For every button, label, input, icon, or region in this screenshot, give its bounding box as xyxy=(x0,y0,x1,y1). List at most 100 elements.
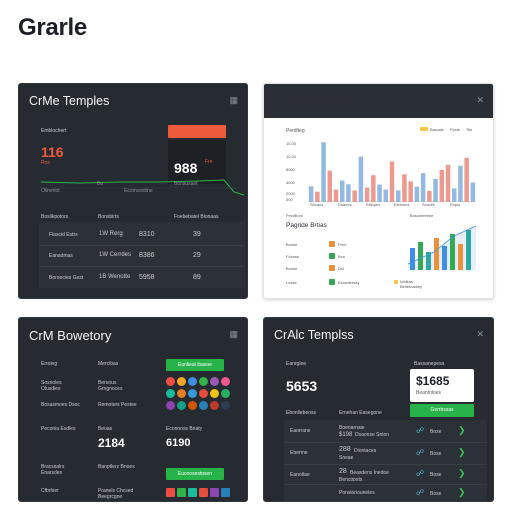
app-icon[interactable] xyxy=(188,488,197,497)
table-row-name[interactable]: Eanadmas xyxy=(49,253,73,259)
link-icon[interactable]: ☍ xyxy=(416,448,425,457)
app-icon[interactable] xyxy=(199,377,208,386)
list-item[interactable]: Bonse xyxy=(286,242,298,247)
bar xyxy=(418,242,423,270)
chevron-right-icon[interactable]: ❯ xyxy=(458,487,466,497)
app-icon[interactable] xyxy=(188,401,197,410)
table-row-name[interactable]: Flascid Estrs xyxy=(49,232,78,238)
app-icon[interactable] xyxy=(166,389,175,398)
highlight-bar[interactable] xyxy=(168,125,226,138)
primary-button[interactable]: Gerrbssas xyxy=(410,404,474,417)
app-icon[interactable] xyxy=(177,488,186,497)
y-tick: 10.00 xyxy=(286,154,297,159)
table-row-d: Bose xyxy=(430,451,442,457)
chart-label: Perdlteg xyxy=(286,128,305,134)
legend-swatch xyxy=(394,280,398,284)
table-row-b: 8310 xyxy=(139,231,155,238)
link-icon[interactable]: ☍ xyxy=(416,488,425,497)
action-button-bottom[interactable]: Eucnosestosen xyxy=(166,468,224,480)
expand-icon[interactable]: ▦ xyxy=(229,329,238,339)
col-a-item: Peconia Esdles xyxy=(41,426,76,432)
panel-value: $1685 xyxy=(416,374,450,388)
bar-12 xyxy=(377,184,382,202)
col-b-item: Bersous Grngnoces xyxy=(98,380,123,392)
template-card-4[interactable]: CrAlc Templss ✕ Eanrglee 5653 Bassanepes… xyxy=(263,317,494,502)
table-row-name[interactable]: Boroecies Gest xyxy=(49,275,84,281)
item-swatch xyxy=(329,279,335,285)
item-swatch xyxy=(329,253,335,259)
axis-label-1: Olinerlot xyxy=(41,188,60,194)
page-title: Grarle xyxy=(18,14,87,41)
app-icon[interactable] xyxy=(210,389,219,398)
app-icon[interactable] xyxy=(221,488,230,497)
bar-13 xyxy=(383,189,389,202)
x-label: Dsanes xyxy=(338,202,352,207)
close-icon[interactable]: ✕ xyxy=(476,329,484,339)
item-swatch xyxy=(329,265,335,271)
bar-6 xyxy=(339,180,345,202)
app-icon[interactable] xyxy=(210,488,219,497)
app-icon[interactable] xyxy=(188,389,197,398)
chevron-right-icon[interactable]: ❯ xyxy=(458,468,466,478)
kpi-label: Emblochert xyxy=(41,128,67,134)
app-icon[interactable] xyxy=(199,389,208,398)
panel-sub: Beantnloes xyxy=(416,390,442,396)
app-icon[interactable] xyxy=(166,488,175,497)
bar-8 xyxy=(352,190,357,202)
app-icon[interactable] xyxy=(166,401,175,410)
chevron-right-icon[interactable]: ❯ xyxy=(458,447,466,457)
template-card-3[interactable]: CrM Bowetory ▦ Erroing Mercibas Sosnoles… xyxy=(18,317,248,502)
list-item[interactable]: Losse xyxy=(286,280,297,285)
card-header xyxy=(264,84,493,118)
bar-7 xyxy=(346,184,351,202)
table-row-d: Bose xyxy=(430,429,442,435)
app-icon[interactable] xyxy=(221,389,230,398)
bar-4 xyxy=(327,170,333,202)
bar-23 xyxy=(445,164,451,202)
list-item[interactable]: Bonse xyxy=(286,266,298,271)
table-row-name[interactable]: Eaorrane xyxy=(290,428,311,434)
app-icon[interactable] xyxy=(177,389,186,398)
app-icon[interactable] xyxy=(166,377,175,386)
table-row-name[interactable]: Eanotlae xyxy=(290,472,310,478)
app-icon-grid xyxy=(166,377,232,415)
app-icon[interactable] xyxy=(199,401,208,410)
section-label: Perdlltonl xyxy=(286,213,303,218)
link-icon[interactable]: ☍ xyxy=(416,426,425,435)
template-card-2[interactable]: CrMe Templss ✕ Perdlteg Barcate Ppsle Ti… xyxy=(263,83,494,299)
link-icon[interactable]: ☍ xyxy=(416,469,425,478)
list-item[interactable]: Pucsse xyxy=(286,254,300,259)
chevron-right-icon[interactable]: ❯ xyxy=(458,425,466,435)
table-row-b: 8386 xyxy=(139,252,155,259)
trend-line xyxy=(407,225,477,265)
app-icon[interactable] xyxy=(221,377,230,386)
table-row-c: 29 xyxy=(193,252,201,259)
app-icon[interactable] xyxy=(210,401,219,410)
app-icon[interactable] xyxy=(177,401,186,410)
bar-24 xyxy=(451,188,457,202)
value-panel xyxy=(168,140,226,184)
bar xyxy=(466,230,471,270)
expand-icon[interactable]: ▦ xyxy=(229,95,238,105)
bar-14 xyxy=(389,161,395,202)
close-icon[interactable]: ✕ xyxy=(476,95,484,105)
table-row-a: 1W Cerrdes xyxy=(99,252,132,258)
x-label: Sourtie xyxy=(422,202,435,207)
app-icon[interactable] xyxy=(221,401,230,410)
app-icon[interactable] xyxy=(199,488,208,497)
app-icon[interactable] xyxy=(188,377,197,386)
bar-17 xyxy=(408,181,413,202)
action-button-top[interactable]: Eunlieal ibasoe xyxy=(166,359,224,371)
bar-11 xyxy=(371,175,376,202)
table-row-name[interactable]: Eterrine xyxy=(290,450,308,456)
bar-2 xyxy=(315,191,320,202)
template-card-1[interactable]: CrMe Temples ▦ Emblochert 116 Ros 988 Fr… xyxy=(18,83,248,299)
app-icon[interactable] xyxy=(177,377,186,386)
app-icon-row xyxy=(166,488,236,500)
row-divider xyxy=(39,245,245,246)
bar xyxy=(450,234,455,270)
bar-5 xyxy=(333,189,339,202)
bar-15 xyxy=(395,190,401,202)
table-row-d: Bose xyxy=(430,472,442,478)
app-icon[interactable] xyxy=(210,377,219,386)
